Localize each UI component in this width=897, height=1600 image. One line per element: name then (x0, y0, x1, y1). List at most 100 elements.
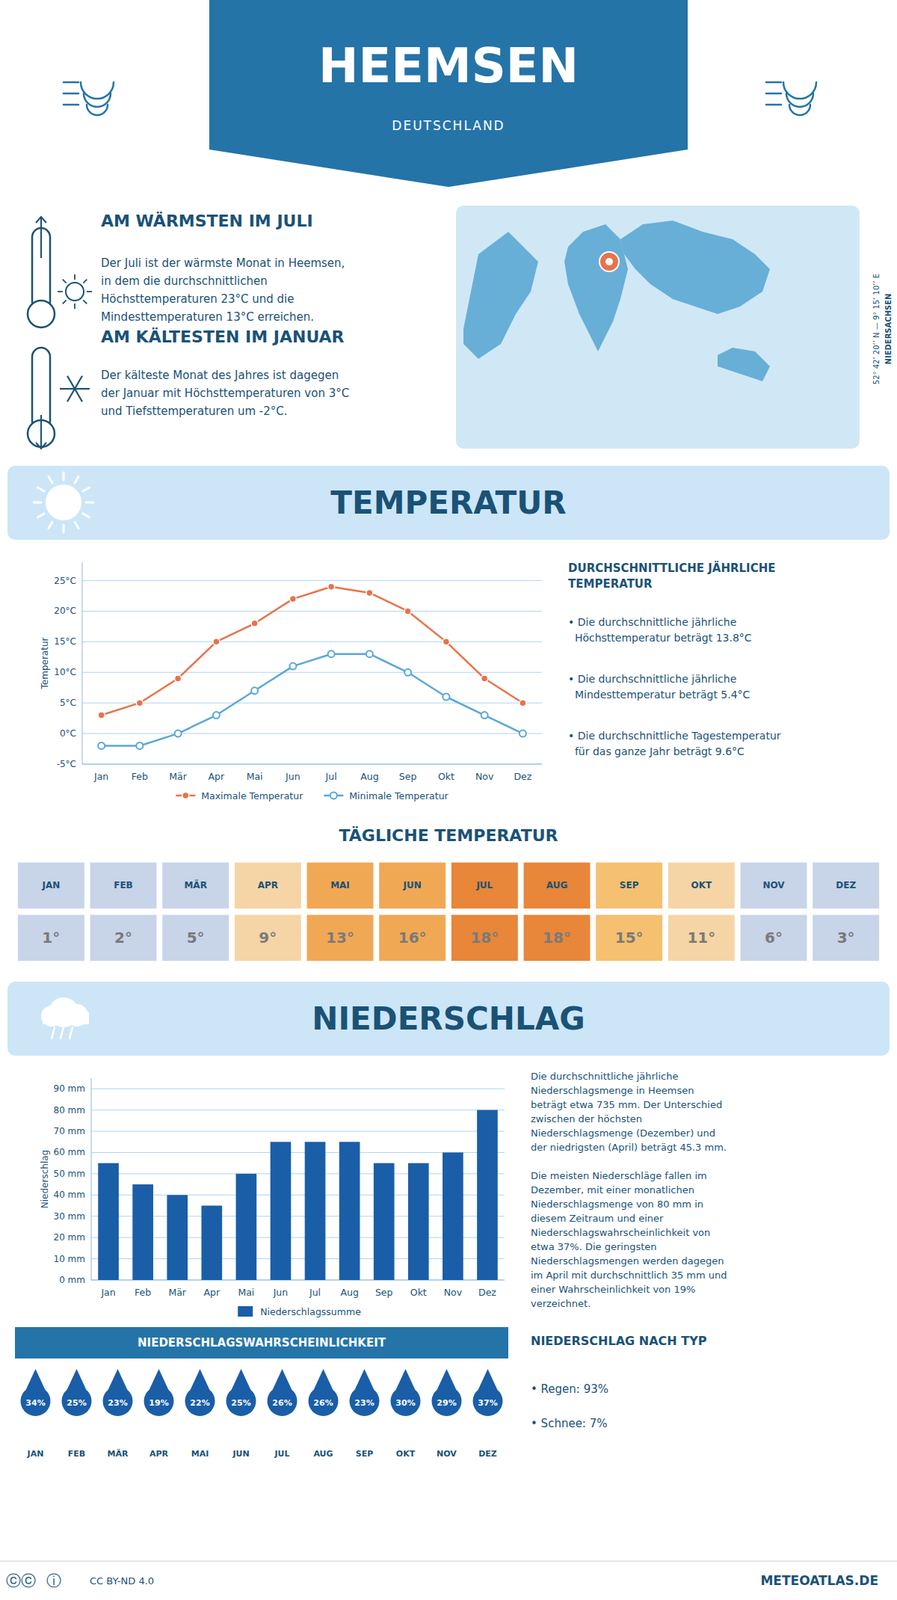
table-header-cell (451, 862, 519, 909)
y-tick-label: 25°C (53, 575, 77, 587)
table-header-cell (90, 862, 157, 909)
sun-icon (74, 521, 79, 529)
data-label: 16° (398, 928, 427, 947)
x-tick-label: MÄR (107, 1447, 129, 1459)
x-tick-label: SEP (355, 1448, 374, 1459)
legend-label: Minimale Temperatur (349, 790, 449, 802)
series-marker (251, 686, 258, 694)
table-header-label: FEB (113, 879, 134, 891)
table-cell (17, 914, 85, 962)
series-marker (213, 711, 220, 719)
annotation: • Regen: 93% (530, 1382, 609, 1396)
table-header-cell (234, 862, 302, 909)
x-tick-label: Sep (375, 1286, 394, 1298)
grid-line (91, 1130, 505, 1132)
y-axis-label: Niederschlag (39, 1149, 51, 1208)
x-tick-label: NOV (436, 1448, 457, 1459)
legend: Maximale Temperatur Minimale Temperatur (175, 790, 449, 802)
x-tick-label: Okt (438, 770, 455, 782)
table-header-cell (378, 862, 446, 909)
legend-label: Maximale Temperatur (201, 790, 304, 802)
sun-icon (48, 476, 53, 483)
table-cell (162, 914, 229, 962)
table-header-label: MÄR (183, 879, 207, 891)
drop (308, 1368, 339, 1416)
x-tick-label: Jul (325, 770, 338, 782)
series-marker (519, 699, 527, 707)
x-tick-label: Mär (168, 1286, 187, 1298)
legend: Niederschlagssumme (237, 1305, 362, 1318)
data-label: 3° (837, 928, 856, 947)
wind-swirl (80, 82, 114, 99)
wind-swirl (766, 92, 782, 95)
wind-swirl (63, 103, 79, 107)
wind-swirl (86, 104, 108, 116)
data-label: 2° (114, 928, 133, 947)
wind-swirl (783, 82, 817, 99)
drop (143, 1368, 174, 1416)
bar (166, 1194, 188, 1280)
x-tick-label: JAN (26, 1448, 45, 1459)
bar (236, 1173, 258, 1280)
data-label: 30% (395, 1397, 415, 1408)
axis-line (82, 562, 83, 764)
y-tick-label: 10 mm (53, 1253, 86, 1265)
sun-icon (65, 282, 84, 301)
series-marker (481, 711, 489, 719)
axis-line (91, 1077, 92, 1280)
series-marker (519, 730, 527, 738)
x-tick-label: Dez (513, 770, 532, 782)
series-marker (442, 693, 450, 701)
cold-text: Der kälteste Monat des Jahres ist dagege… (100, 366, 350, 421)
table-cell (812, 914, 880, 962)
sun-icon (74, 476, 79, 483)
chart-title: NIEDERSCHLAGSWAHRSCHEINLICHKEIT (137, 1335, 387, 1350)
header-banner (209, 0, 688, 187)
drop (267, 1368, 298, 1416)
data-label: 37% (477, 1397, 498, 1408)
wind-swirl (766, 81, 782, 84)
y-tick-label: 0°C (59, 728, 77, 739)
y-tick-label: 0 mm (59, 1274, 86, 1285)
table-cell (234, 914, 302, 962)
data-label: 26% (313, 1397, 333, 1408)
y-tick-label: 30 mm (53, 1210, 86, 1222)
location-marker (605, 257, 613, 266)
snowflake-icon (67, 388, 75, 402)
series-marker (289, 663, 297, 670)
bar (132, 1184, 154, 1280)
y-tick-label: 80 mm (53, 1104, 86, 1116)
data-label: 26% (272, 1397, 292, 1408)
footer-icon: ⓒⓒ (5, 1571, 36, 1590)
bar (442, 1151, 464, 1280)
x-tick-label: Jun (272, 1286, 289, 1298)
grid-line (82, 641, 542, 643)
x-tick-label: MAI (191, 1448, 210, 1459)
data-label: 15° (615, 928, 644, 947)
drop (185, 1368, 216, 1416)
drop (349, 1368, 380, 1416)
sun-icon (74, 303, 76, 309)
table-header-cell (740, 862, 808, 909)
x-tick-label: JUL (273, 1448, 290, 1459)
series-marker (481, 674, 489, 682)
drop (473, 1368, 504, 1416)
wind-swirl (766, 103, 782, 107)
data-label: 5° (186, 928, 205, 947)
page-subtitle: DEUTSCHLAND (391, 118, 505, 134)
series-marker (136, 742, 143, 749)
y-axis-label: Temperatur (39, 636, 51, 690)
drop (62, 1368, 92, 1416)
snowflake-icon (74, 388, 83, 402)
sun-icon (85, 501, 94, 504)
table-header-cell (17, 862, 85, 909)
arrow-icon (35, 414, 47, 449)
y-tick-label: 70 mm (53, 1125, 86, 1137)
snowflake-icon (67, 375, 75, 389)
data-label: 25% (66, 1397, 86, 1408)
series-marker (174, 674, 182, 682)
series-marker (328, 650, 335, 658)
axis-line (82, 763, 542, 765)
bar (201, 1205, 223, 1280)
x-tick-label: Okt (410, 1286, 427, 1298)
